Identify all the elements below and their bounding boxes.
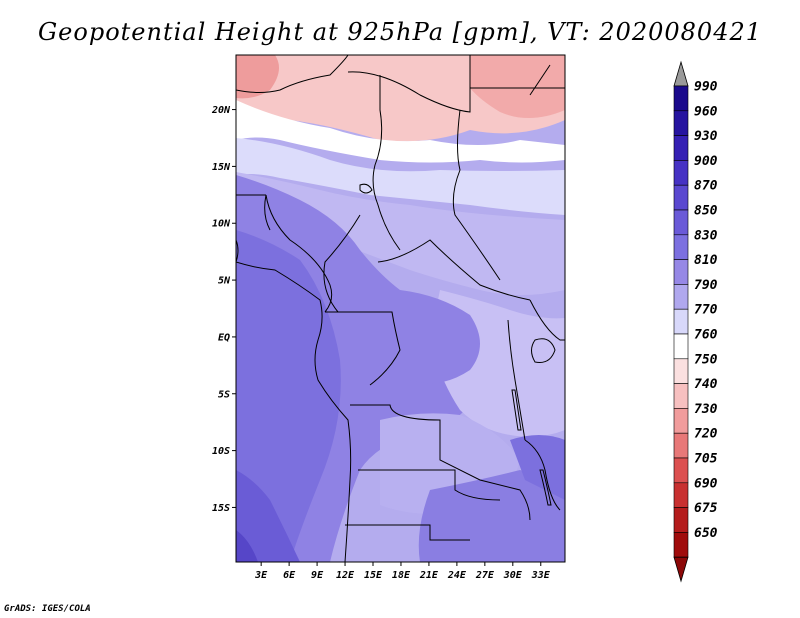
colorbar-swatch xyxy=(673,259,689,285)
colorbar: 990 960 930 900 870 850 830 810 790 770 760 750 740 7… xyxy=(673,60,718,583)
coastline-west xyxy=(236,239,352,562)
border-drc-south xyxy=(350,404,531,521)
border-tanzania xyxy=(524,439,561,511)
colorbar-label: 830 xyxy=(694,228,718,243)
longitude-axis: 3E 6E 9E 12E 15E 18E 21E 24E 27E 30E 33E xyxy=(254,562,551,581)
colorbar-label: 790 xyxy=(694,278,718,293)
border-west-small xyxy=(236,194,271,231)
border-chad-sudan xyxy=(372,75,401,251)
colorbar-label: 720 xyxy=(694,427,718,442)
darkest-purple-corner xyxy=(236,530,258,562)
border-car-drc xyxy=(377,239,531,301)
grads-credit: GrADS: IGES/COLA xyxy=(4,604,91,614)
country-borders xyxy=(236,55,565,562)
lat-label: EQ xyxy=(218,332,230,343)
lon-label: 24E xyxy=(447,570,467,581)
pale-blue-band xyxy=(236,138,565,215)
colorbar-label: 760 xyxy=(694,328,718,343)
colorbar-swatch xyxy=(673,234,689,260)
border-north-1 xyxy=(236,55,349,93)
pink-region-northeast xyxy=(470,55,565,119)
dark-purple-southwest xyxy=(236,470,300,562)
red-sea-coast xyxy=(529,64,551,96)
border-car-sudan xyxy=(452,109,501,281)
colorbar-label: 900 xyxy=(694,154,718,169)
light-purple-band xyxy=(236,172,565,295)
colorbar-swatch xyxy=(673,135,689,161)
colorbar-swatch xyxy=(673,284,689,310)
lon-label: 33E xyxy=(531,570,551,581)
colorbar-label: 650 xyxy=(694,526,718,541)
lake-tanganyika xyxy=(511,389,522,431)
colorbar-label: 750 xyxy=(694,352,718,367)
colorbar-label: 930 xyxy=(694,129,718,144)
colorbar-label: 705 xyxy=(694,452,718,467)
border-congo xyxy=(325,311,401,386)
border-north-2 xyxy=(347,55,471,113)
colorbar-label: 960 xyxy=(694,104,718,119)
border-namibia xyxy=(345,524,470,541)
lat-label: 5S xyxy=(218,389,230,400)
colorbar-label: 690 xyxy=(694,476,718,491)
lon-label: 21E xyxy=(419,570,439,581)
colorbar-label: 740 xyxy=(694,377,718,392)
east-highlands-purple xyxy=(510,435,565,500)
lon-label: 12E xyxy=(336,570,355,581)
colorbar-swatch xyxy=(673,85,689,112)
colorbar-swatch xyxy=(673,408,689,434)
colorbar-swatch xyxy=(673,482,689,508)
southeast-purple-region xyxy=(418,470,565,562)
lat-label: 10N xyxy=(212,219,231,230)
colorbar-swatch xyxy=(673,358,689,384)
border-uganda-kenya xyxy=(529,299,565,341)
lat-label: 5N xyxy=(218,276,231,287)
colorbar-bottom-triangle xyxy=(673,556,689,583)
colorbar-swatch xyxy=(673,308,689,335)
lon-label: 27E xyxy=(475,570,495,581)
lake-malawi xyxy=(539,469,552,506)
border-east-lakes xyxy=(507,319,526,441)
white-band xyxy=(236,100,565,163)
colorbar-swatch xyxy=(673,532,689,558)
border-nigeria-cameroon xyxy=(265,194,333,313)
lon-label: 15E xyxy=(364,570,383,581)
lat-label: 15S xyxy=(212,503,230,514)
colorbar-label: 675 xyxy=(694,501,718,516)
colorbar-swatch xyxy=(673,507,689,533)
lat-label: 15N xyxy=(212,162,231,173)
colorbar-label: 810 xyxy=(694,253,718,268)
colorbar-label: 990 xyxy=(694,80,718,95)
colorbar-swatch xyxy=(673,110,689,136)
colorbar-swatch xyxy=(673,209,689,236)
colorbar-label: 850 xyxy=(694,204,718,219)
lake-victoria xyxy=(531,338,556,363)
colorbar-swatch xyxy=(673,457,689,484)
colorbar-label: 730 xyxy=(694,402,718,417)
colorbar-label: 770 xyxy=(694,303,718,318)
colorbar-label: 870 xyxy=(694,179,718,194)
pink-region-northwest xyxy=(236,55,279,99)
height-field xyxy=(236,55,565,562)
lon-label: 30E xyxy=(503,570,523,581)
lat-label: 20N xyxy=(211,105,231,116)
lat-label: 10S xyxy=(212,446,230,457)
lon-label: 6E xyxy=(283,570,296,581)
latitude-axis: 20N 15N 10N 5N EQ 5S 10S 15S xyxy=(211,105,236,514)
border-cameroon-car xyxy=(323,214,361,313)
border-angola-zambia xyxy=(358,469,501,501)
colorbar-swatch xyxy=(673,160,689,186)
colorbar-swatch xyxy=(673,383,689,409)
colorbar-swatch xyxy=(673,432,689,459)
lon-label: 18E xyxy=(392,570,411,581)
purple-core-west xyxy=(236,230,341,562)
lon-label: 3E xyxy=(254,570,268,581)
colorbar-swatch xyxy=(673,333,689,360)
lake-chad xyxy=(359,183,373,194)
lon-label: 9E xyxy=(311,570,324,581)
colorbar-swatch xyxy=(673,184,689,211)
colorbar-top-triangle xyxy=(673,60,689,87)
map-title: Geopotential Height at 925hPa [gpm], VT:… xyxy=(38,18,762,46)
central-purple-patch xyxy=(395,290,480,384)
